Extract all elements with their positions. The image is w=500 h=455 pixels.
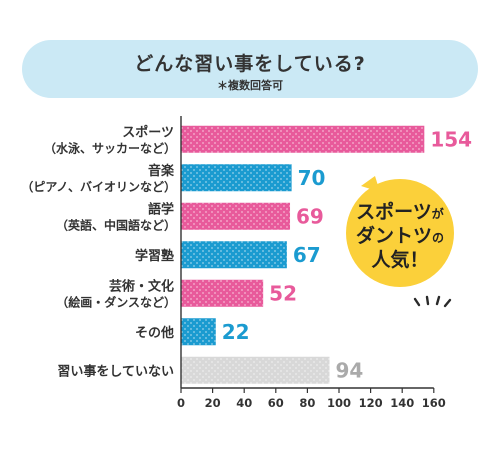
callout-line1: スポーツが — [356, 200, 444, 223]
bar-texture-3 — [181, 241, 287, 269]
category-label-6: 習い事をしていない — [57, 363, 174, 379]
value-label-5: 22 — [222, 320, 250, 344]
chart-title: どんな習い事をしている? — [134, 53, 366, 75]
bar-texture-1 — [181, 164, 292, 192]
x-tick-label-1: 20 — [205, 396, 221, 410]
title-banner: どんな習い事をしている? ＊複数回答可 — [22, 40, 478, 98]
category-label-5: その他 — [135, 325, 174, 341]
value-label-2: 69 — [296, 204, 324, 228]
value-label-3: 67 — [293, 243, 321, 267]
category-label-0: スポーツ — [122, 124, 174, 140]
category-label-4: 芸術・文化 — [109, 278, 174, 294]
value-label-0: 154 — [430, 127, 472, 151]
category-label-2: 語学 — [148, 201, 174, 217]
x-tick-label-5: 100 — [327, 396, 351, 410]
callout-line2: ダントツの — [356, 224, 444, 247]
x-tick-label-7: 140 — [390, 396, 414, 410]
sparkle-marks — [413, 295, 452, 308]
bar-texture-6 — [181, 356, 330, 384]
bar-texture-2 — [181, 202, 291, 230]
x-tick-label-8: 160 — [422, 396, 446, 410]
chart-note: ＊複数回答可 — [217, 79, 283, 92]
category-label-1: 音楽 — [148, 163, 175, 179]
category-sublabel-1: （ピアノ、バイオリンなど） — [21, 179, 176, 194]
x-tick-label-4: 80 — [299, 396, 315, 410]
callout-circle — [346, 179, 454, 287]
x-tick-label-6: 120 — [359, 396, 383, 410]
value-label-1: 70 — [298, 166, 326, 190]
bar-texture-5 — [181, 318, 216, 346]
category-sublabel-0: （水泳、サッカーなど） — [44, 140, 176, 155]
value-label-4: 52 — [269, 281, 297, 305]
x-tick-label-0: 0 — [177, 396, 185, 410]
callout-bubble: スポーツが ダントツの 人気！ — [346, 176, 454, 308]
category-sublabel-2: （英語、中国語など） — [56, 217, 176, 232]
x-axis: 0 20 40 60 80 100 120 140 160 — [177, 116, 446, 410]
category-sublabel-4: （絵画・ダンスなど） — [56, 294, 176, 309]
callout-line3: 人気！ — [371, 248, 428, 271]
x-tick-label-3: 60 — [268, 396, 284, 410]
category-label-3: 学習塾 — [135, 248, 174, 264]
bar-texture-4 — [181, 279, 264, 307]
x-tick-label-2: 40 — [236, 396, 252, 410]
value-label-6: 94 — [336, 358, 364, 382]
bars-layer: 154スポーツ（水泳、サッカーなど）70音楽（ピアノ、バイオリンなど）69語学（… — [21, 124, 472, 384]
bar-texture-0 — [181, 125, 425, 153]
